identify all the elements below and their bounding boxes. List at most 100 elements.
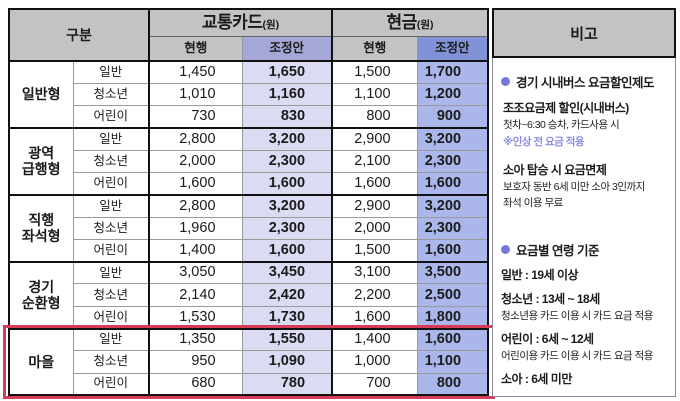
- subcategory-cell: 어린이: [73, 238, 151, 262]
- subcategory-cell: 일반: [73, 126, 151, 151]
- category-cell: 경기 순환형: [9, 260, 74, 329]
- card-adjusted-cell: 1,550: [242, 327, 334, 351]
- cash-current-cell: 3,100: [332, 260, 418, 284]
- cash-adjusted-cell: 1,800: [417, 305, 489, 329]
- card-current-cell: 730: [149, 105, 243, 128]
- early-bird-discount-note: ※인상 전 요금 적용: [503, 136, 585, 148]
- infant-exemption-title: 소아 탑승 시 요금면제: [503, 163, 607, 177]
- cash-current-cell: 800: [332, 105, 418, 128]
- fare-table-header: 구분 교통카드(원) 현금(원) 현행 조정안 현행 조정안: [9, 9, 489, 62]
- subcategory-cell: 어린이: [73, 171, 151, 195]
- subcategory-cell: 어린이: [73, 305, 151, 329]
- cash-current-cell: 700: [332, 372, 418, 396]
- table-row: 어린이 680 780 700 800: [9, 372, 489, 396]
- subcategory-cell: 일반: [73, 260, 151, 284]
- table-row: 어린이 1,400 1,600 1,500 1,600: [9, 238, 489, 262]
- cash-adjusted-cell: 1,700: [417, 60, 489, 84]
- cash-current-header: 현행: [332, 36, 418, 61]
- age-section-title: 요금별 연령 기준: [516, 244, 599, 258]
- card-adjusted-cell: 3,200: [242, 126, 334, 151]
- subcategory-cell: 일반: [73, 60, 151, 84]
- card-adjusted-cell: 3,200: [242, 193, 334, 218]
- fare-table: 구분 교통카드(원) 현금(원) 현행 조정안 현행 조정안 일반형 일반 1,45…: [8, 8, 490, 397]
- card-current-cell: 1,600: [149, 171, 243, 195]
- cash-current-cell: 1,000: [332, 350, 418, 374]
- table-row: 어린이 1,530 1,730 1,600 1,800: [9, 305, 489, 329]
- card-adjusted-cell: 2,300: [242, 216, 334, 240]
- card-adjusted-cell: 1,600: [242, 171, 334, 195]
- card-adjusted-cell: 3,450: [242, 260, 334, 284]
- table-row: 청소년 2,140 2,420 2,200 2,500: [9, 283, 489, 307]
- cash-current-cell: 1,400: [332, 327, 418, 351]
- cash-adjusted-cell: 1,200: [417, 82, 489, 106]
- cash-adjusted-cell: 1,600: [417, 238, 489, 262]
- subcategory-cell: 일반: [73, 193, 151, 218]
- card-adjusted-cell: 780: [242, 372, 334, 396]
- subcategory-cell: 청소년: [73, 283, 151, 307]
- cash-adjusted-cell: 3,200: [417, 193, 489, 218]
- notes-title: 비고: [492, 8, 676, 58]
- card-current-cell: 1,960: [149, 216, 243, 240]
- discount-section-title-row: 경기 시내버스 요금할인제도: [501, 72, 669, 91]
- cash-adjusted-cell: 3,500: [417, 260, 489, 284]
- subcategory-cell: 청소년: [73, 216, 151, 240]
- cash-adjusted-cell: 2,500: [417, 283, 489, 307]
- subcategory-cell: 어린이: [73, 372, 151, 396]
- table-row: 일반형 일반 1,450 1,650 1,500 1,700: [9, 60, 489, 128]
- cash-unit-label: (원): [416, 18, 434, 31]
- subcategory-cell: 어린이: [73, 105, 151, 128]
- card-adjusted-cell: 830: [242, 105, 334, 128]
- cash-adjusted-cell: 1,600: [417, 327, 489, 351]
- table-row: 청소년 1,960 2,300 2,000 2,300: [9, 216, 489, 240]
- cash-current-cell: 1,600: [332, 305, 418, 329]
- card-adjusted-cell: 2,300: [242, 149, 334, 173]
- cash-adjusted-cell: 1,600: [417, 171, 489, 195]
- card-adjusted-cell: 1,090: [242, 350, 334, 374]
- cash-adjusted-cell: 2,300: [417, 216, 489, 240]
- table-row: 청소년 950 1,090 1,000 1,100: [9, 350, 489, 374]
- category-cell: 광역 급행형: [9, 126, 74, 195]
- card-current-cell: 3,050: [149, 260, 243, 284]
- card-current-cell: 1,400: [149, 238, 243, 262]
- infant-exemption-detail-1: 보호자 동반 6세 미만 소아 3인까지: [503, 181, 645, 193]
- age-rule-child: 어린이 : 6세 ~ 12세: [501, 332, 594, 346]
- age-section-title-row: 요금별 연령 기준: [501, 240, 669, 259]
- card-current-cell: 1,450: [149, 60, 243, 84]
- discount-section-title: 경기 시내버스 요금할인제도: [516, 76, 654, 90]
- cash-adjusted-cell: 2,300: [417, 149, 489, 173]
- cash-current-cell: 1,500: [332, 238, 418, 262]
- age-rule-adult: 일반 : 19세 이상: [501, 268, 579, 282]
- cash-group-header: 현금(원): [332, 9, 489, 37]
- cash-group-label: 현금: [386, 12, 418, 32]
- table-row: 청소년 1,010 1,160 1,100 1,200: [9, 82, 489, 106]
- cash-current-cell: 1,100: [332, 82, 418, 106]
- category-cell: 일반형: [9, 61, 74, 128]
- card-current-cell: 1,530: [149, 305, 243, 329]
- bullet-icon: [501, 77, 510, 86]
- cash-adjusted-cell: 3,200: [417, 126, 489, 151]
- cash-current-cell: 2,000: [332, 216, 418, 240]
- cash-adjusted-header: 조정안: [417, 36, 489, 61]
- bullet-icon: [501, 245, 510, 254]
- subcategory-cell: 청소년: [73, 149, 151, 173]
- early-bird-discount-detail: 첫차~6:30 승차, 카드사용 시: [503, 119, 620, 131]
- card-current-header: 현행: [149, 36, 243, 61]
- card-current-cell: 2,800: [149, 126, 243, 151]
- table-row: 마을 일반 1,350 1,550 1,400 1,600: [9, 327, 489, 396]
- cash-current-cell: 1,500: [332, 60, 418, 84]
- category-header: 구분: [9, 9, 151, 62]
- card-adjusted-cell: 1,160: [242, 82, 334, 106]
- card-current-cell: 1,010: [149, 82, 243, 106]
- table-row: 광역 급행형 일반 2,800 3,200 2,900 3,200: [9, 126, 489, 195]
- cash-current-cell: 2,200: [332, 283, 418, 307]
- card-group-header: 교통카드(원): [149, 9, 334, 37]
- table-row: 청소년 2,000 2,300 2,100 2,300: [9, 149, 489, 173]
- notes-panel: 비고 경기 시내버스 요금할인제도 조조요금제 할인(시내버스) 첫차~6:30…: [492, 8, 676, 397]
- notes-content: 경기 시내버스 요금할인제도 조조요금제 할인(시내버스) 첫차~6:30 승차…: [492, 58, 676, 397]
- age-rule-child-sub: 어린이용 카드 이용 시 카드 요금 적용: [501, 350, 653, 362]
- card-current-cell: 2,800: [149, 193, 243, 218]
- category-cell: 마을: [9, 327, 74, 396]
- card-current-cell: 950: [149, 350, 243, 374]
- card-adjusted-header: 조정안: [242, 36, 334, 61]
